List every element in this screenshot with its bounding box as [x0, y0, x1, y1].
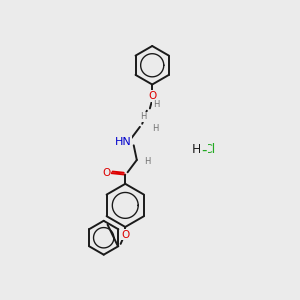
Text: H: H: [153, 100, 159, 109]
Text: O: O: [148, 91, 156, 101]
Text: O: O: [102, 168, 110, 178]
Text: H: H: [141, 112, 147, 122]
Text: H: H: [152, 124, 158, 133]
Text: -: -: [201, 142, 207, 158]
Text: O: O: [121, 230, 129, 240]
Text: HN: HN: [115, 137, 131, 147]
Text: H: H: [144, 157, 151, 166]
Text: H: H: [192, 143, 202, 157]
Text: Cl: Cl: [203, 143, 215, 157]
